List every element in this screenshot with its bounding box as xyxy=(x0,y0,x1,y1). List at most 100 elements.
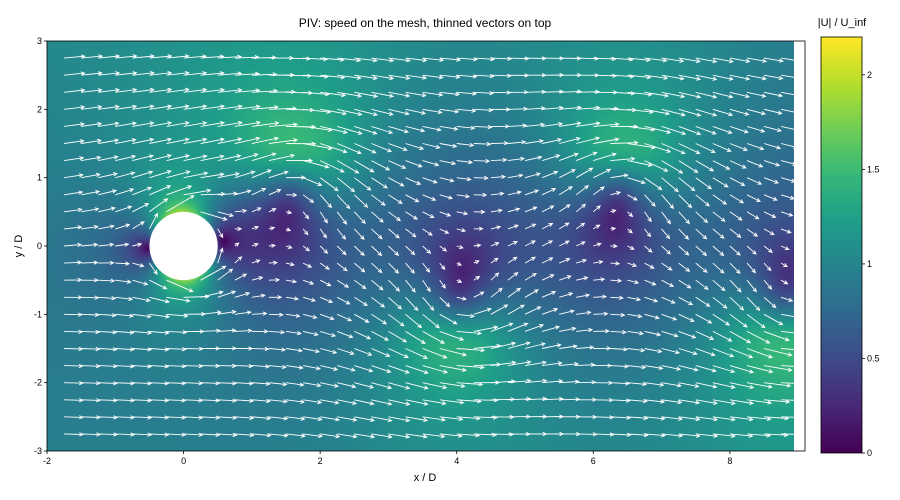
velocity-vector xyxy=(678,433,701,438)
velocity-vector xyxy=(678,348,698,356)
velocity-vector xyxy=(268,416,289,421)
velocity-vector xyxy=(422,211,435,218)
velocity-vector xyxy=(610,173,629,179)
velocity-vector xyxy=(405,416,429,423)
velocity-vector xyxy=(678,74,702,81)
velocity-vector xyxy=(729,416,754,422)
velocity-vector xyxy=(132,87,155,93)
velocity-vector xyxy=(780,296,794,302)
velocity-vector xyxy=(388,262,400,274)
velocity-vector xyxy=(695,399,719,405)
velocity-vector xyxy=(166,170,191,179)
velocity-vector xyxy=(217,268,234,281)
velocity-vector xyxy=(490,304,509,315)
velocity-vector xyxy=(183,87,208,93)
velocity-vector xyxy=(183,71,208,76)
velocity-vector xyxy=(593,277,606,282)
velocity-vector xyxy=(576,345,595,350)
velocity-vector xyxy=(217,171,240,179)
velocity-vector xyxy=(644,177,663,191)
velocity-vector xyxy=(712,125,733,135)
velocity-vector xyxy=(183,363,204,369)
velocity-vector xyxy=(763,399,791,404)
velocity-vector xyxy=(712,313,731,326)
velocity-vector xyxy=(695,74,718,81)
velocity-vector xyxy=(251,105,279,110)
velocity-vector xyxy=(576,293,591,298)
velocity-vector xyxy=(405,382,429,390)
velocity-vector xyxy=(405,245,416,256)
velocity-vector xyxy=(251,364,271,369)
velocity-vector xyxy=(234,292,251,298)
velocity-vector xyxy=(507,190,522,196)
velocity-vector xyxy=(661,382,682,388)
velocity-vector xyxy=(575,167,594,179)
velocity-vector xyxy=(729,160,747,169)
velocity-vector xyxy=(354,177,372,191)
velocity-vector xyxy=(217,247,224,264)
velocity-vector xyxy=(661,177,679,193)
velocity-vector xyxy=(593,242,602,247)
velocity-vector xyxy=(456,125,476,131)
velocity-vector xyxy=(268,226,276,231)
velocity-vector xyxy=(558,222,570,230)
velocity-vector xyxy=(559,397,581,402)
colorbar-tick-label: 1.5 xyxy=(867,164,880,174)
velocity-vector xyxy=(644,348,663,354)
velocity-vector xyxy=(200,71,225,76)
velocity-vector xyxy=(388,228,400,239)
velocity-vector xyxy=(132,154,155,162)
velocity-vector xyxy=(200,328,221,333)
velocity-vector xyxy=(217,228,224,239)
velocity-vector xyxy=(183,120,208,127)
colorbar-tick-label: 0.5 xyxy=(867,353,880,363)
velocity-vector xyxy=(81,172,101,179)
velocity-vector xyxy=(251,152,277,162)
velocity-vector xyxy=(729,74,751,81)
velocity-vector xyxy=(490,73,512,78)
velocity-vector xyxy=(524,155,543,162)
velocity-vector xyxy=(285,244,293,249)
velocity-vector xyxy=(388,279,401,292)
velocity-vector xyxy=(780,194,795,200)
velocity-vector xyxy=(115,242,130,247)
x-tick-label: 8 xyxy=(727,456,732,466)
velocity-vector xyxy=(763,160,781,167)
velocity-vector xyxy=(780,262,788,268)
velocity-vector xyxy=(303,433,324,439)
velocity-vector xyxy=(98,189,118,196)
velocity-vector xyxy=(678,365,699,372)
velocity-vector xyxy=(695,125,717,135)
velocity-vector xyxy=(251,207,262,213)
velocity-vector xyxy=(98,313,117,318)
velocity-vector xyxy=(422,125,442,132)
velocity-vector xyxy=(712,382,736,389)
velocity-vector xyxy=(456,211,469,216)
velocity-vector xyxy=(490,242,500,247)
velocity-vector xyxy=(746,245,757,255)
velocity-vector xyxy=(64,207,83,213)
velocity-vector xyxy=(200,104,226,110)
velocity-vector xyxy=(541,205,555,213)
velocity-vector xyxy=(388,125,409,134)
velocity-vector xyxy=(627,262,638,267)
velocity-vector xyxy=(200,381,221,386)
velocity-vector xyxy=(541,291,557,298)
velocity-vector xyxy=(644,160,669,172)
velocity-vector xyxy=(746,177,763,185)
velocity-vector xyxy=(302,279,315,285)
velocity-vector xyxy=(439,160,457,166)
velocity-vector xyxy=(559,121,582,127)
velocity-vector xyxy=(405,433,428,439)
velocity-vector xyxy=(251,398,272,404)
velocity-vector xyxy=(405,228,417,238)
velocity-vector xyxy=(422,194,437,201)
velocity-vector xyxy=(166,70,190,76)
velocity-vector xyxy=(746,313,766,329)
velocity-vector xyxy=(337,365,356,372)
velocity-vector xyxy=(149,104,173,110)
velocity-vector xyxy=(319,228,328,239)
velocity-vector xyxy=(439,330,465,341)
velocity-vector xyxy=(132,221,145,230)
velocity-vector xyxy=(422,160,440,167)
